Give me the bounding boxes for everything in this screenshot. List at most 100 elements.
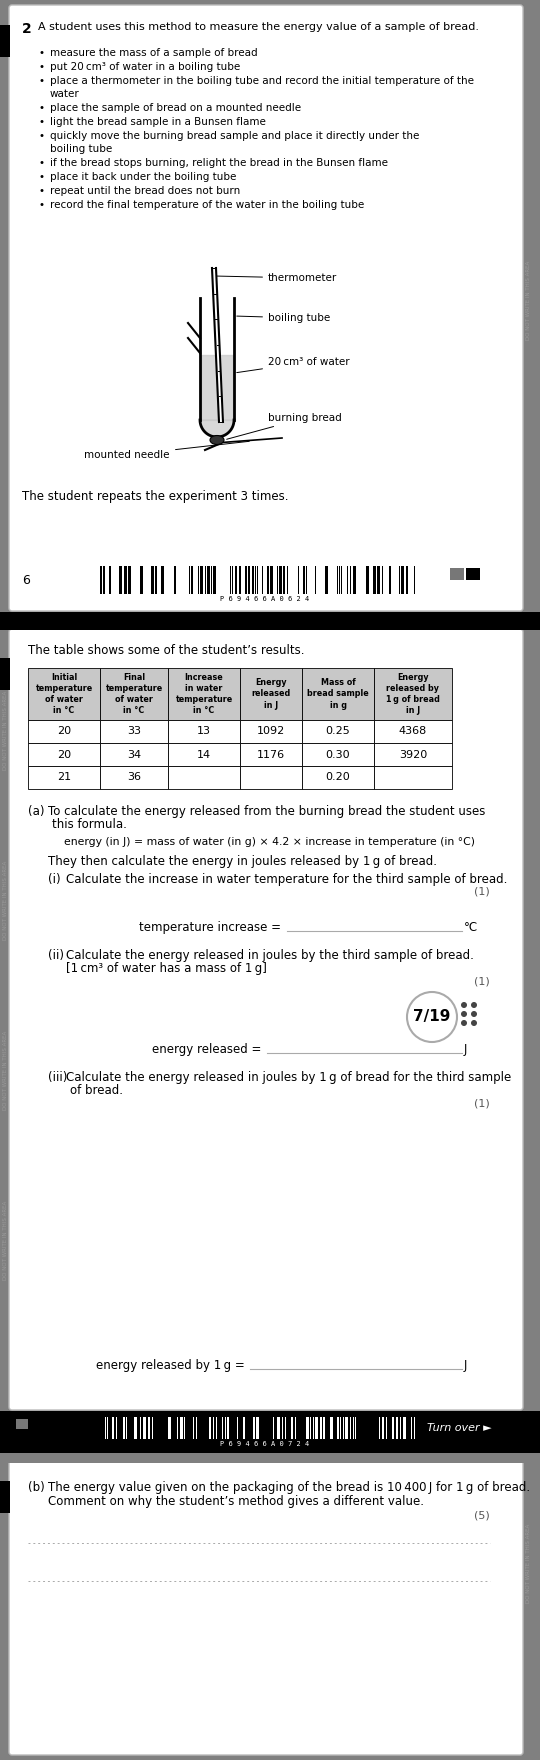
Circle shape xyxy=(471,1010,477,1017)
Text: 6: 6 xyxy=(22,574,30,588)
Text: Increase
in water
temperature
in °C: Increase in water temperature in °C xyxy=(176,672,233,715)
Bar xyxy=(168,766,240,788)
Bar xyxy=(279,567,282,593)
Bar xyxy=(337,1417,339,1440)
Bar xyxy=(401,567,404,593)
Bar xyxy=(180,1417,183,1440)
Bar xyxy=(295,1417,296,1440)
Bar xyxy=(315,567,316,593)
Bar xyxy=(310,1417,311,1440)
Bar xyxy=(161,567,164,593)
Bar xyxy=(205,567,206,593)
Text: •: • xyxy=(38,48,44,58)
Text: of bread.: of bread. xyxy=(70,1084,123,1096)
Text: place it back under the boiling tube: place it back under the boiling tube xyxy=(50,172,237,181)
Bar xyxy=(116,1417,117,1440)
Text: DO NOT WRITE IN THIS AREA: DO NOT WRITE IN THIS AREA xyxy=(3,1200,9,1280)
Circle shape xyxy=(461,1021,467,1026)
Bar xyxy=(245,567,247,593)
Bar xyxy=(198,567,199,593)
Bar xyxy=(0,25,10,56)
Bar xyxy=(0,1480,10,1514)
Bar xyxy=(411,1417,412,1440)
Bar xyxy=(30,1419,42,1429)
Text: measure the mass of a sample of bread: measure the mass of a sample of bread xyxy=(50,48,258,58)
Bar xyxy=(16,1419,28,1429)
Bar xyxy=(313,1417,314,1440)
Bar xyxy=(103,567,105,593)
Bar xyxy=(414,1417,415,1440)
Bar xyxy=(0,612,540,630)
Bar xyxy=(379,1417,380,1440)
Bar xyxy=(213,567,216,593)
Bar xyxy=(291,1417,293,1440)
Text: this formula.: this formula. xyxy=(52,818,127,831)
Text: 3920: 3920 xyxy=(399,750,427,760)
Bar xyxy=(207,567,210,593)
Text: place the sample of bread on a mounted needle: place the sample of bread on a mounted n… xyxy=(50,104,301,113)
Bar xyxy=(389,567,391,593)
Bar xyxy=(343,1417,344,1440)
Bar xyxy=(200,567,203,593)
Text: Turn over ►: Turn over ► xyxy=(427,1424,492,1433)
Bar xyxy=(28,669,100,720)
Bar xyxy=(100,669,168,720)
Text: 34: 34 xyxy=(127,750,141,760)
Bar xyxy=(374,669,452,720)
Text: •: • xyxy=(38,62,44,72)
Bar xyxy=(143,1417,146,1440)
Text: DO NOT WRITE IN THIS AREA: DO NOT WRITE IN THIS AREA xyxy=(3,861,9,940)
Bar xyxy=(347,567,348,593)
Bar xyxy=(193,1417,194,1440)
Text: energy released by 1 g =: energy released by 1 g = xyxy=(96,1359,248,1373)
FancyBboxPatch shape xyxy=(9,5,523,611)
Bar xyxy=(189,567,190,593)
Bar xyxy=(168,720,240,743)
Bar xyxy=(277,1417,280,1440)
Text: boiling tube: boiling tube xyxy=(237,313,330,324)
Bar xyxy=(374,720,452,743)
Bar xyxy=(134,1417,137,1440)
Bar xyxy=(330,1417,333,1440)
Bar xyxy=(302,743,374,766)
Bar xyxy=(184,1417,185,1440)
Bar xyxy=(232,567,233,593)
Text: energy (in J) = mass of water (in g) × 4.2 × increase in temperature (in °C): energy (in J) = mass of water (in g) × 4… xyxy=(64,838,476,847)
Polygon shape xyxy=(200,421,234,436)
Text: 7/19: 7/19 xyxy=(413,1010,451,1024)
Bar xyxy=(155,567,157,593)
Bar xyxy=(123,1417,125,1440)
Bar xyxy=(325,567,328,593)
Bar xyxy=(248,567,250,593)
Bar xyxy=(240,743,302,766)
Text: •: • xyxy=(38,116,44,127)
Bar xyxy=(105,1417,106,1440)
Bar xyxy=(382,1417,384,1440)
Bar xyxy=(406,567,408,593)
Bar xyxy=(107,1417,108,1440)
Bar xyxy=(152,1417,153,1440)
Text: Calculate the energy released in joules by the third sample of bread.: Calculate the energy released in joules … xyxy=(66,949,474,963)
Text: Calculate the increase in water temperature for the third sample of bread.: Calculate the increase in water temperat… xyxy=(66,873,508,885)
Bar xyxy=(100,567,102,593)
Text: 20 cm³ of water: 20 cm³ of water xyxy=(237,357,349,373)
Bar xyxy=(239,567,241,593)
Circle shape xyxy=(471,1001,477,1008)
Bar xyxy=(222,1417,223,1440)
Text: temperature increase =: temperature increase = xyxy=(139,920,285,935)
Bar xyxy=(174,567,176,593)
Bar xyxy=(209,1417,211,1440)
Text: (ii): (ii) xyxy=(48,949,64,963)
Bar xyxy=(353,1417,354,1440)
Text: •: • xyxy=(38,201,44,209)
Text: •: • xyxy=(38,172,44,181)
Bar xyxy=(366,567,369,593)
Bar xyxy=(216,1417,217,1440)
Text: 4368: 4368 xyxy=(399,727,427,736)
Bar xyxy=(255,567,256,593)
Bar xyxy=(140,567,143,593)
Text: •: • xyxy=(38,187,44,195)
Bar xyxy=(243,1417,245,1440)
Text: Final
temperature
of water
in °C: Final temperature of water in °C xyxy=(105,672,163,715)
Text: thermometer: thermometer xyxy=(217,273,338,283)
